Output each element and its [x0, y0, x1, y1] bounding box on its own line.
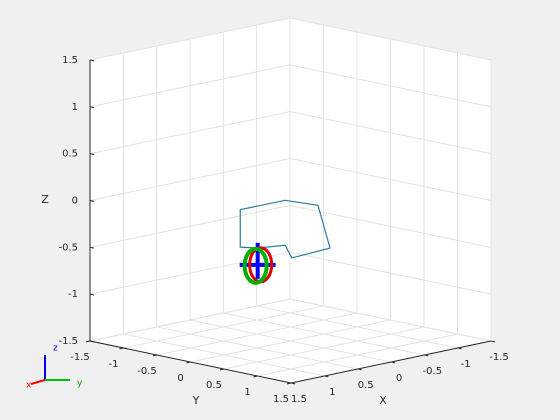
- z-tick-label: 1.5: [62, 55, 78, 66]
- grid-line: [289, 251, 492, 295]
- tick-mark: [490, 340, 496, 343]
- tick-mark: [89, 106, 95, 109]
- grid-line: [289, 64, 492, 108]
- z-tick-label: 0: [72, 196, 78, 207]
- z-tick-label: -1: [68, 289, 78, 300]
- y-tick-label: 1: [244, 387, 250, 398]
- x-tick-label: 0.5: [358, 380, 374, 391]
- triad-y-label: y: [77, 379, 83, 389]
- grid-line: [89, 111, 291, 155]
- x-tick-label: -0.5: [423, 366, 443, 377]
- grid-line: [289, 204, 492, 248]
- triad-x: [30, 379, 46, 385]
- grid-line: [289, 111, 492, 155]
- x-axis-label: X: [379, 394, 387, 407]
- y-tick-label: -1.5: [70, 352, 90, 363]
- grid-line: [257, 333, 458, 377]
- y-tick-label: 0: [177, 373, 183, 384]
- tick-mark: [89, 153, 95, 155]
- x-tick-label: -1: [461, 359, 471, 370]
- grid-line: [89, 298, 291, 342]
- z-tick-label: 1: [72, 102, 78, 113]
- triad-z-label: z: [53, 344, 58, 354]
- robot-link: [239, 199, 331, 265]
- y-tick-label: -0.5: [137, 366, 157, 377]
- tick-mark: [89, 246, 95, 249]
- y-tick-label: -1: [109, 359, 119, 370]
- triad: z y x: [26, 344, 83, 391]
- z-tick-label: -1.5: [58, 336, 78, 347]
- axes: -1.5 -1 -0.5 0 0.5 1 1.5 -1.5 -1 -0.5 0 0.5 1 1.5 -1.5…: [58, 17, 509, 405]
- grid-line: [289, 298, 492, 342]
- grid-line: [89, 64, 291, 108]
- triad-x-label: x: [26, 381, 32, 391]
- tick-mark: [85, 340, 91, 343]
- z-axis-label: Z: [41, 193, 49, 206]
- grid-line: [289, 158, 492, 201]
- y-axis-label: Y: [192, 394, 200, 407]
- grid-line: [123, 305, 324, 349]
- tick-mark: [89, 59, 95, 62]
- x-tick-label: 1: [329, 387, 335, 398]
- grid-line: [289, 17, 492, 61]
- x-tick-label: -1.5: [489, 352, 509, 363]
- grid-line: [89, 158, 291, 201]
- grid-line: [223, 326, 425, 370]
- axis-line: [290, 340, 492, 384]
- grid-line: [89, 204, 291, 248]
- z-tick-label: 0.5: [62, 149, 78, 160]
- base-frame: [242, 246, 269, 285]
- axis-line: [89, 340, 292, 384]
- x-tick-label: 1.5: [291, 394, 307, 405]
- grid-line: [156, 312, 358, 356]
- grid-line: [89, 17, 291, 61]
- x-tick-label: 0: [396, 373, 402, 384]
- tick-mark: [89, 200, 95, 202]
- y-tick-label: 1.5: [273, 394, 289, 405]
- z-tick-label: -0.5: [58, 242, 78, 253]
- y-tick-label: 0.5: [206, 380, 222, 391]
- tick-mark: [89, 293, 95, 296]
- grid-line: [190, 319, 391, 363]
